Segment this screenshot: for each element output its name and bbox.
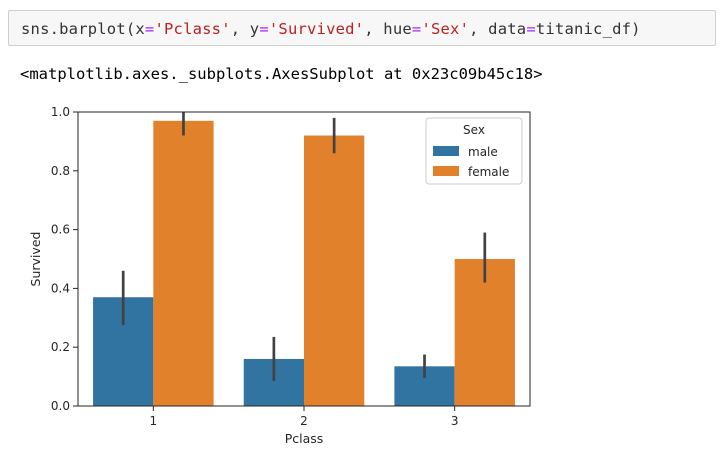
y-axis-title: Survived: [28, 232, 43, 287]
legend-title: Sex: [463, 123, 485, 137]
code-line[interactable]: sns.barplot(x='Pclass', y='Survived', hu…: [21, 20, 641, 38]
bar-female-pclass-3: [454, 259, 515, 406]
code-token: 'Sex': [421, 20, 470, 38]
legend-swatch-male: [433, 146, 459, 156]
code-token: , hue: [364, 20, 412, 38]
legend-label-male: male: [468, 145, 498, 159]
code-token: =: [259, 20, 269, 38]
code-token: 'Survived': [268, 20, 365, 38]
code-token: , data: [469, 20, 527, 38]
code-cell[interactable]: sns.barplot(x='Pclass', y='Survived', hu…: [8, 10, 716, 46]
legend-swatch-female: [433, 166, 459, 176]
bar-female-pclass-1: [153, 120, 214, 406]
legend-label-female: female: [468, 165, 509, 179]
code-token: , y: [230, 20, 260, 38]
code-token: =: [411, 20, 422, 38]
barplot-chart: 0.0 0.2 0.4 0.6 0.8 1.0 1 2 3 Pclass Survived Sex ma…: [28, 105, 531, 446]
y-tick-label: 0.2: [51, 340, 70, 354]
bar-female-pclass-2: [304, 135, 365, 406]
x-axis-title: Pclass: [285, 431, 324, 446]
chart-container: 0.0 0.2 0.4 0.6 0.8 1.0 1 2 3 Pclass Survived Sex ma…: [0, 96, 724, 466]
code-token: 'Pclass': [154, 20, 231, 38]
cell-output-text: <matplotlib.axes._subplots.AxesSubplot a…: [20, 65, 543, 83]
code-token: =: [144, 20, 155, 38]
code-token: titanic_df): [535, 20, 641, 38]
y-tick-label: 0.0: [51, 399, 70, 413]
x-tick-label: 2: [300, 414, 308, 428]
x-tick-label: 3: [451, 414, 459, 428]
y-tick-label: 1.0: [51, 105, 70, 119]
x-tick-label: 1: [150, 414, 158, 428]
y-tick-label: 0.6: [51, 223, 70, 237]
y-tick-label: 0.8: [51, 164, 70, 178]
code-token: =: [526, 20, 536, 38]
code-token: sns.barplot(x: [21, 20, 145, 38]
y-tick-label: 0.4: [51, 281, 70, 295]
